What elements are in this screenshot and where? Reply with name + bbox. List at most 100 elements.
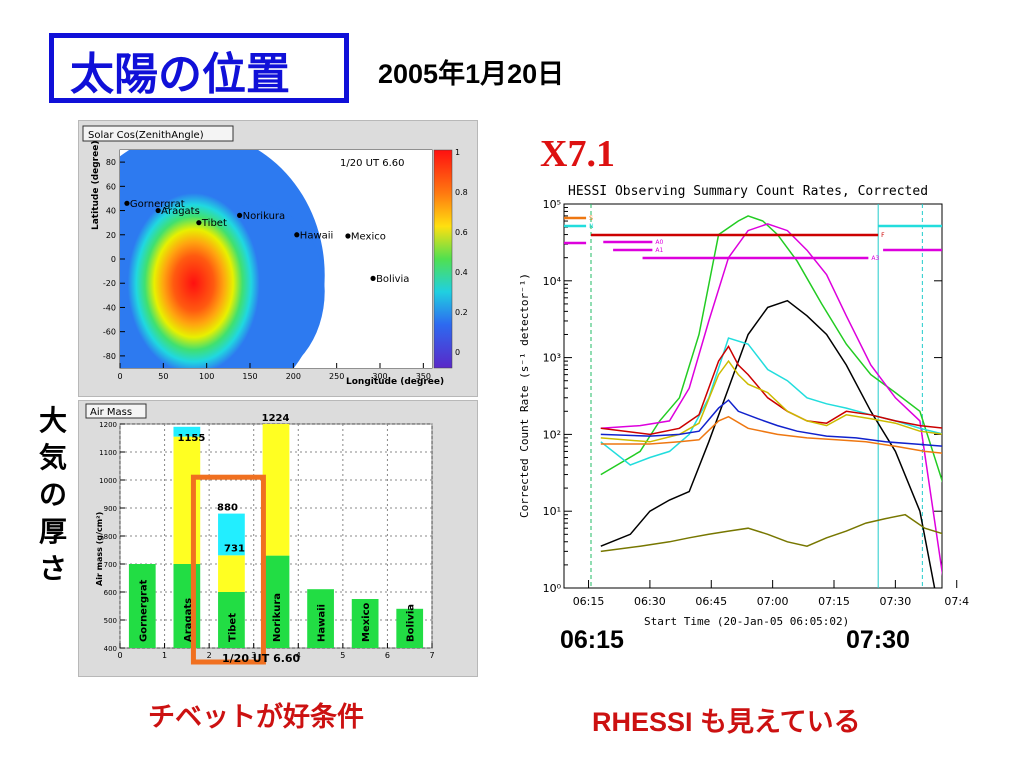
date-label: 2005年1月20日 xyxy=(378,59,565,89)
airmass-x-tick-label: 4 xyxy=(296,651,301,660)
heatmap-x-tick-label: 300 xyxy=(372,372,387,381)
airmass-y-tick-label: 1100 xyxy=(99,449,117,457)
colorbar xyxy=(433,149,453,369)
airmass-bars: Gornergrat Aragats 1155 Tibet 880 Norikura 122… xyxy=(128,413,424,665)
hessi-y-tick-label: 10⁴ xyxy=(543,275,562,288)
airmass-bar-segment xyxy=(351,599,379,648)
airmass-y-tick-label: 500 xyxy=(104,617,117,625)
site-marker xyxy=(345,233,351,239)
airmass-y-tick-label: 400 xyxy=(104,645,117,653)
airmass-bar-label: Aragats xyxy=(183,598,194,642)
airmass-value-label: 731 xyxy=(224,543,245,554)
colorbar-tick-label: 0.8 xyxy=(455,188,468,197)
heatmap-title: Solar Cos(ZenithAngle) xyxy=(88,130,204,141)
airmass-bar-label: Norikura xyxy=(272,593,283,642)
hessi-y-tick-label: 10⁰ xyxy=(543,582,562,595)
tibet-highlight-box xyxy=(190,474,266,665)
colorbar-tick-label: 0.4 xyxy=(455,268,468,277)
site-marker xyxy=(370,275,376,281)
airmass-bar-segment xyxy=(128,564,156,648)
site-label: Norikura xyxy=(243,211,286,222)
hessi-y-tick-label: 10³ xyxy=(543,352,561,365)
hessi-plot-area xyxy=(563,203,943,589)
colorbar-tick-label: 0.2 xyxy=(455,308,468,317)
heatmap-y-tick-label: -80 xyxy=(103,352,116,361)
heatmap-y-tick-label: 20 xyxy=(106,231,116,240)
heatmap-y-tick-label: -40 xyxy=(103,303,116,312)
site-marker xyxy=(196,220,202,226)
hessi-series-line xyxy=(600,215,942,483)
site-label: Mexico xyxy=(351,231,386,242)
airmass-title: Air Mass xyxy=(90,407,132,418)
airmass-x-tick-label: 0 xyxy=(117,651,122,660)
hessi-x-tick-label: 06:15 xyxy=(573,595,605,608)
airmass-y-tick-label: 600 xyxy=(104,589,117,597)
hessi-series-line xyxy=(600,415,942,454)
colorbar-tick-label: 0.6 xyxy=(455,228,468,237)
hessi-count-rate-chart: HESSI Observing Summary Count Rates, Cor… xyxy=(518,184,969,628)
hessi-y-tick-label: 10² xyxy=(543,428,561,441)
heatmap-y-tick-label: -20 xyxy=(103,279,116,288)
airmass-x-tick-label: 7 xyxy=(429,651,434,660)
heatmap-x-tick-label: 200 xyxy=(286,372,301,381)
attenuator-label: S xyxy=(589,215,593,222)
side-label-char: さ xyxy=(38,552,67,585)
airmass-bar-segment xyxy=(173,426,201,437)
time-end-label: 07:30 xyxy=(846,626,910,654)
colorbar-tick-label: 0 xyxy=(455,348,460,357)
heatmap-x-tick-label: 0 xyxy=(117,372,122,381)
airmass-bar-label: Bolivia xyxy=(406,604,417,642)
airmass-x-tick-label: 3 xyxy=(251,651,256,660)
airmass-bar-chart: Air Mass Gornergrat Aragats 1155 Tibet 880 No… xyxy=(85,403,435,665)
airmass-bar-label: Tibet xyxy=(227,613,238,642)
heatmap-x-tick-label: 50 xyxy=(158,372,168,381)
airmass-axes: 0 1 2 3 4 5 6 7 400 500 600 700 800 900 1000 1100 1200 xyxy=(99,421,434,660)
airmass-bar-segment xyxy=(173,436,201,564)
airmass-bar-segment xyxy=(262,555,290,648)
hessi-series-line xyxy=(600,344,942,436)
hessi-y-axis-label: Corrected Count Rate (s⁻¹ detector⁻¹) xyxy=(518,273,531,518)
airmass-y-tick-label: 1200 xyxy=(99,421,117,429)
airmass-bar-segment xyxy=(218,555,245,592)
heatmap-x-axis-label: Longitude (degree) xyxy=(346,377,444,387)
site-marker xyxy=(294,232,300,238)
side-label-char: の xyxy=(38,478,67,511)
heatmap-y-tick-label: 60 xyxy=(106,182,116,191)
site-label: Gornergrat xyxy=(130,199,185,210)
title-frame xyxy=(49,33,349,103)
heatmap-y-tick-label: 40 xyxy=(106,207,116,216)
hessi-x-tick-label: 07:4 xyxy=(944,595,969,608)
hessi-x-tick-label: 07:15 xyxy=(818,595,850,608)
airmass-x-tick-label: 5 xyxy=(340,651,345,660)
site-marker xyxy=(237,212,243,218)
airmass-bar-label: Hawaii xyxy=(317,604,328,642)
heatmap-y-tick-label: 0 xyxy=(111,255,116,264)
heatmap-title-box xyxy=(82,125,234,142)
hessi-y-tick-label: 10¹ xyxy=(543,505,561,518)
hessi-x-tick-label: 07:30 xyxy=(880,595,912,608)
heatmap-x-tick-label: 350 xyxy=(416,372,431,381)
side-label-char: 厚 xyxy=(38,515,67,548)
site-marker xyxy=(155,207,161,214)
hessi-series-line xyxy=(600,399,942,447)
site-label: Tibet xyxy=(201,218,227,229)
time-start-label: 06:15 xyxy=(560,626,624,654)
attenuator-label: A3 xyxy=(871,255,879,262)
airmass-bar-segment xyxy=(396,608,424,648)
site-label: Bolivia xyxy=(376,274,409,285)
hessi-x-axis-label: Start Time (20-Jan-05 06:05:02) xyxy=(644,615,849,628)
heatmap-x-tick-label: 250 xyxy=(329,372,344,381)
attenuator-label: F xyxy=(881,232,885,239)
hessi-series-line xyxy=(600,223,942,577)
page-title: 太陽の位置 xyxy=(70,49,290,100)
airmass-y-axis-label: Air mass (g/cm²) xyxy=(95,512,104,586)
colorbar-ticks: 1 0.8 0.6 0.4 0.2 0 xyxy=(455,148,468,357)
side-label-char: 気 xyxy=(38,441,67,474)
attenuator-label: A0 xyxy=(655,239,663,246)
attenuator-label: A1 xyxy=(655,247,663,254)
air-thickness-label: 大気の厚さ xyxy=(30,402,76,587)
heatmap-y-tick-label: 80 xyxy=(106,158,116,167)
site-label: Aragats xyxy=(161,206,200,217)
side-label-char: 大 xyxy=(38,404,67,437)
